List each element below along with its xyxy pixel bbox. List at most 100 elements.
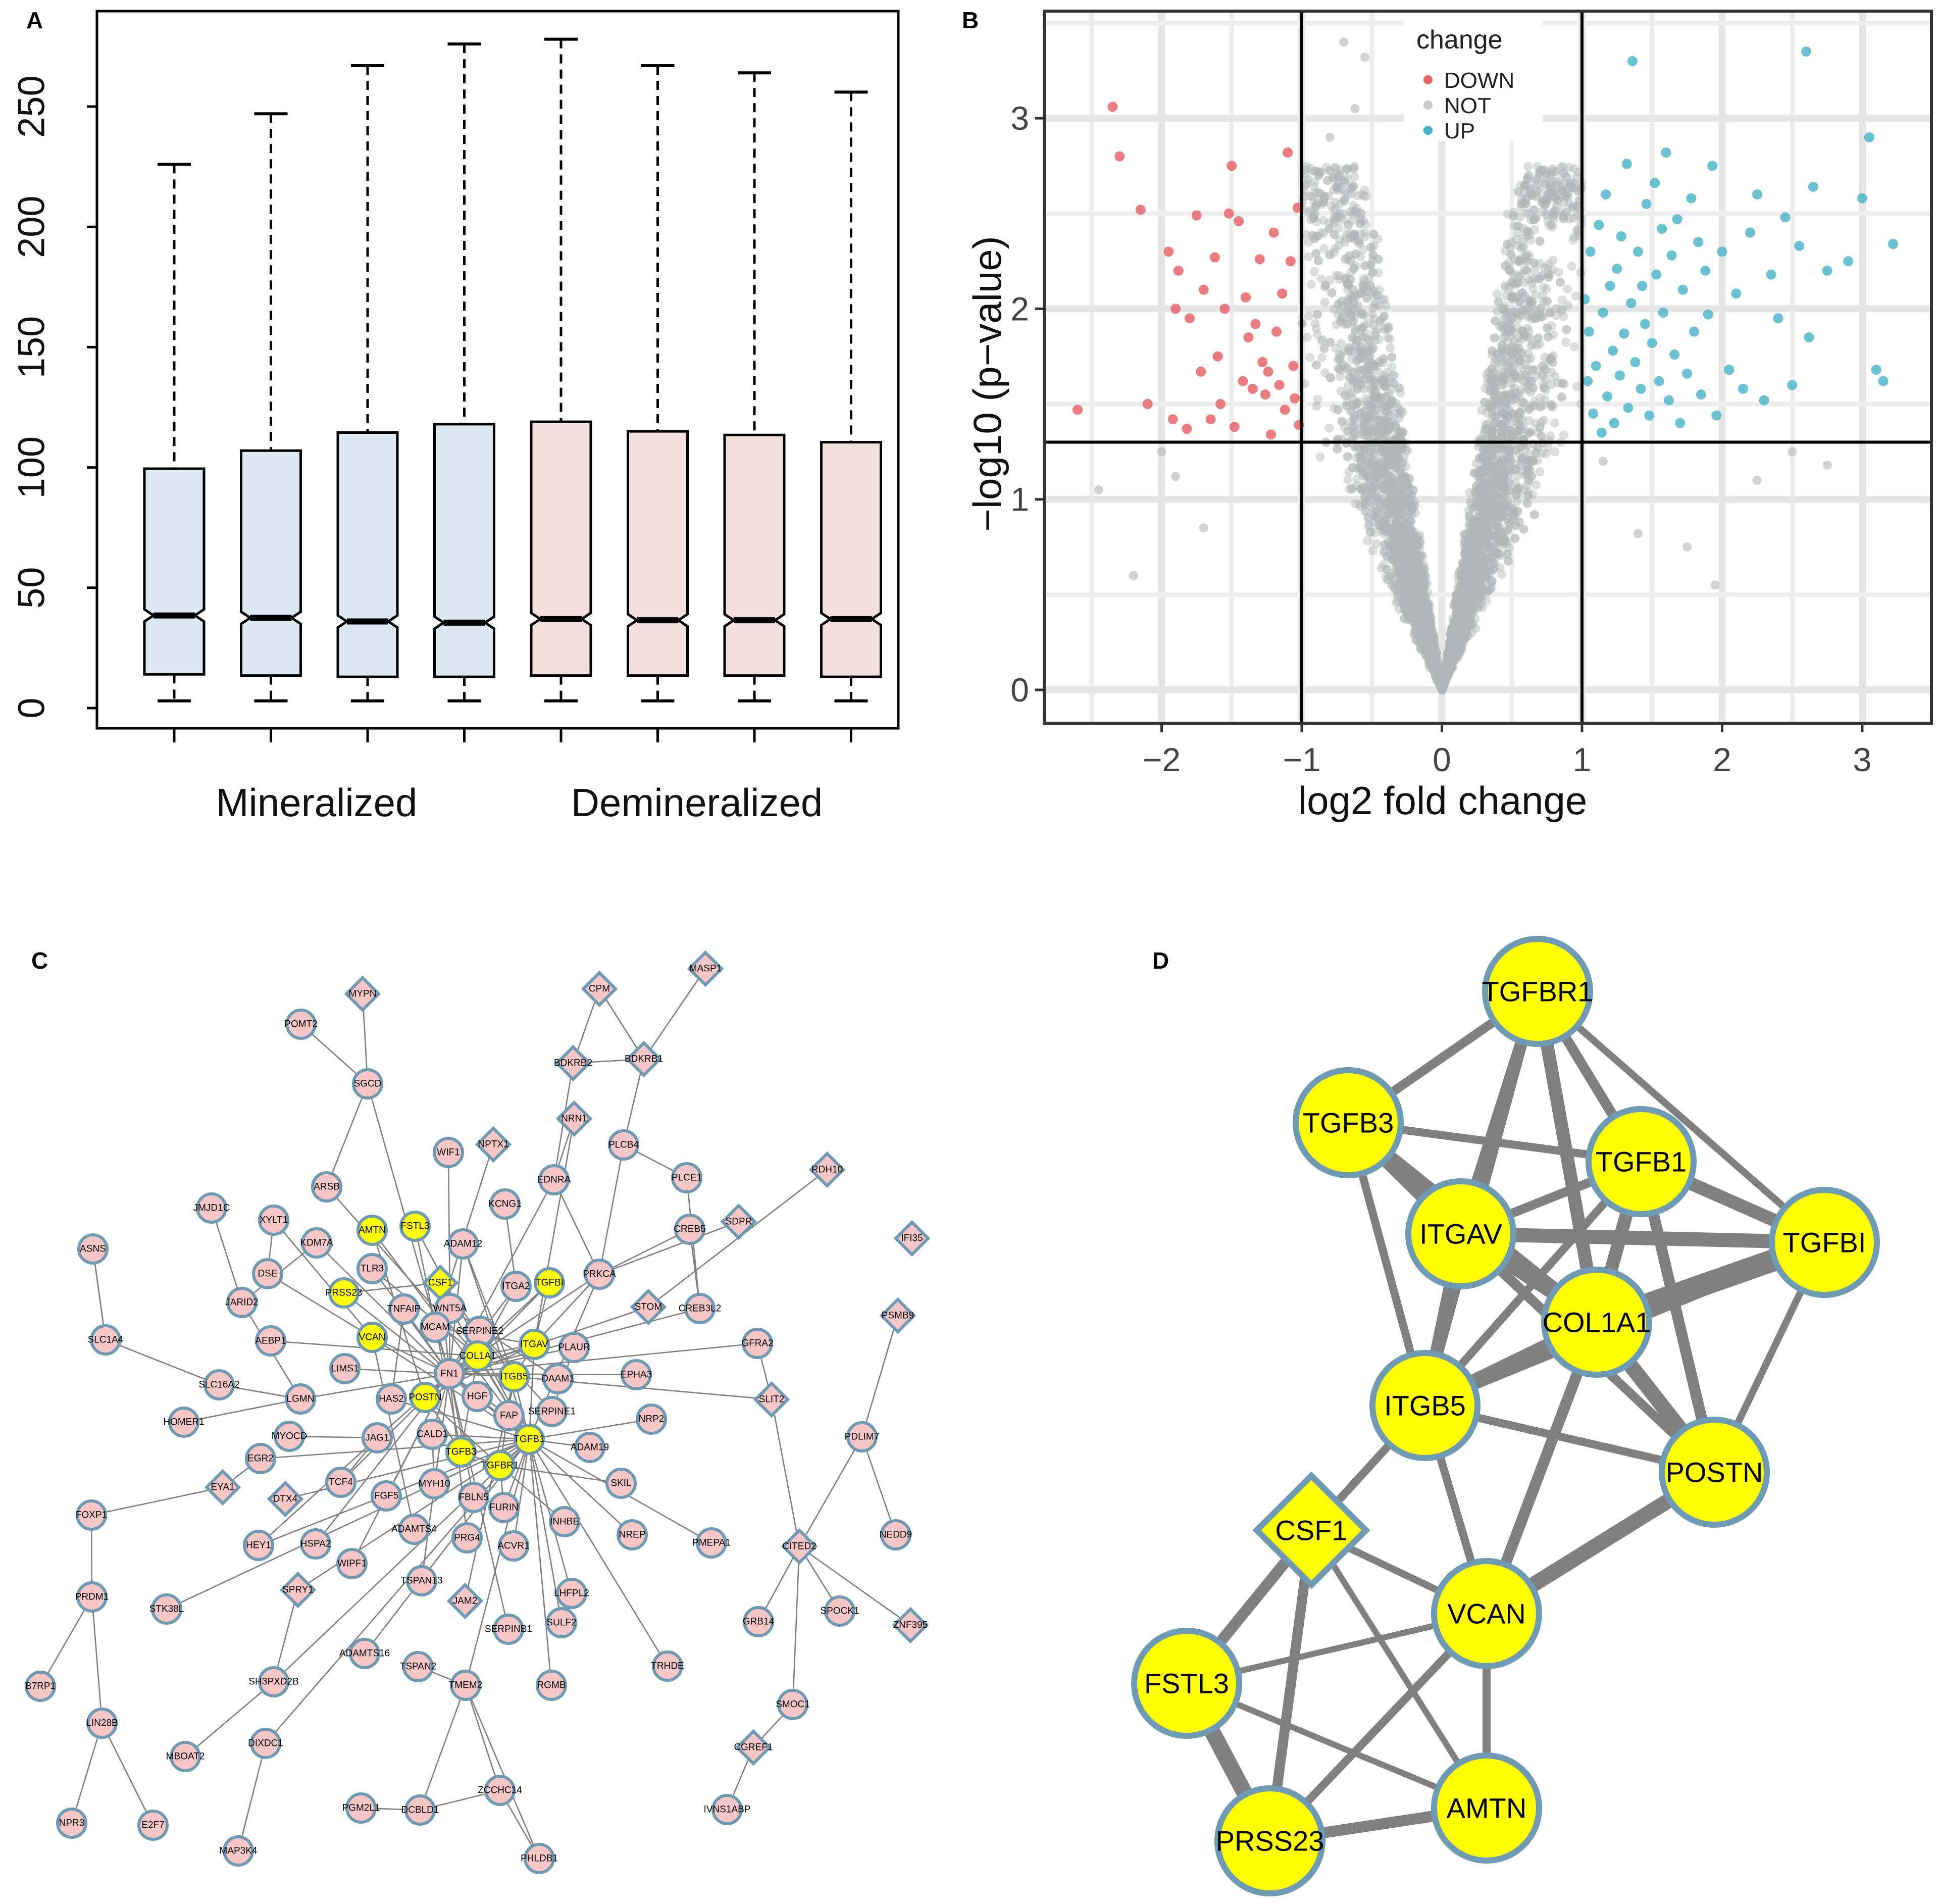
- panel-b-point-not: [1448, 624, 1458, 633]
- panel-b-point-not: [1508, 291, 1517, 301]
- panel-b-point-not: [1420, 609, 1430, 619]
- panel-b-point-not: [1517, 397, 1527, 407]
- panel-b-point-not: [1439, 676, 1449, 686]
- panel-b-point-not: [1415, 589, 1425, 599]
- panel-b-point-not: [1476, 581, 1486, 590]
- panel-b-point-not: [1524, 416, 1534, 425]
- panel-b-point-not: [1381, 415, 1391, 425]
- panel-b-point-not: [1416, 614, 1426, 623]
- panel-b-point-not: [1523, 162, 1533, 171]
- panel-b-point-not: [1523, 332, 1533, 342]
- panel-b-point-not: [1487, 445, 1497, 455]
- panel-b-point-not: [1503, 479, 1512, 488]
- panel-b-point-not: [1546, 179, 1556, 189]
- panel-b-point-not: [1470, 564, 1480, 574]
- panel-b-point-not: [1479, 536, 1489, 546]
- panel-b-point-not: [1313, 330, 1322, 339]
- panel-label-c: C: [31, 947, 48, 974]
- panel-b-point-not: [1503, 495, 1513, 505]
- panel-b-point-not: [1523, 312, 1533, 322]
- panel-b-point-not: [1331, 343, 1341, 353]
- panel-b-point-not: [1352, 339, 1361, 349]
- panel-b-point-not: [1400, 479, 1409, 489]
- panel-b-point-not: [1410, 626, 1420, 636]
- panel-b-point-not: [1406, 527, 1415, 537]
- panel-b-point-not: [1351, 207, 1360, 216]
- panel-b-point-not: [1352, 464, 1362, 473]
- panel-b-point-not: [1513, 338, 1523, 348]
- panel-b-point-not: [1506, 331, 1516, 340]
- panel-b-point-not: [1502, 419, 1511, 429]
- panel-b-point-not: [1423, 643, 1433, 653]
- panel-b-point-not: [1423, 624, 1433, 633]
- panel-b-point-not: [1500, 347, 1510, 357]
- panel-b-point-not: [1462, 569, 1472, 578]
- panel-b-point-not: [1431, 661, 1441, 671]
- panel-b-point-not: [1442, 668, 1451, 678]
- panel-b-point-not: [1465, 565, 1474, 575]
- panel-b-point-not: [1410, 595, 1419, 605]
- panel-b-point-not: [1371, 299, 1381, 309]
- panel-b-point-not: [1418, 628, 1427, 637]
- panel-b-point-not: [1454, 630, 1463, 639]
- panel-b-point-not: [1384, 452, 1394, 461]
- panel-b-point-not: [1543, 216, 1553, 226]
- panel-b-point-not: [1487, 433, 1496, 442]
- panel-b-point-not: [1456, 630, 1465, 640]
- panel-b-point-not: [1524, 380, 1534, 389]
- panel-b-point-not: [1401, 607, 1410, 617]
- panel-b-point-not: [1461, 621, 1471, 631]
- panel-b-point-not: [1393, 554, 1403, 563]
- panel-b-point-not: [1432, 674, 1442, 683]
- panel-b-point-not: [1387, 531, 1397, 541]
- panel-b-point-not: [1489, 382, 1499, 391]
- panel-b-point-not: [1451, 626, 1460, 636]
- panel-b-point-not: [1398, 458, 1407, 468]
- panel-b-point-not: [1419, 636, 1428, 646]
- panel-b-point-not: [1491, 540, 1501, 549]
- panel-b-point-not: [1432, 664, 1442, 673]
- panel-b-point-not: [1362, 413, 1372, 422]
- panel-b-point-not: [1508, 373, 1517, 382]
- panel-b-point-not: [1518, 333, 1528, 343]
- panel-b-point-not: [1392, 519, 1402, 529]
- panel-b-point-not: [1405, 538, 1414, 547]
- panel-b-point-not: [1535, 423, 1545, 432]
- panel-b-point-not: [1400, 544, 1410, 554]
- panel-b-point-not: [1438, 678, 1448, 687]
- panel-b-point-not: [1432, 667, 1441, 676]
- panel-b-point-not: [1436, 681, 1446, 690]
- panel-b-point-not: [1487, 364, 1497, 374]
- panel-b-point-not: [1449, 653, 1458, 663]
- panel-b-point-not: [1435, 679, 1445, 689]
- panel-b-point-not: [1445, 630, 1455, 639]
- panel-b-point-not: [1516, 202, 1526, 212]
- panel-b-point-not: [1477, 512, 1487, 522]
- panel-b-point-not: [1422, 632, 1432, 642]
- panel-b-point-not: [1502, 322, 1511, 332]
- panel-b-point-not: [1319, 228, 1329, 238]
- panel-b-point-not: [1467, 571, 1477, 581]
- panel-b-point-not: [1472, 543, 1482, 553]
- panel-b-point-not: [1420, 645, 1430, 655]
- panel-a-y-tick-label: 50: [11, 567, 53, 609]
- panel-b-point-not: [1405, 557, 1414, 567]
- panel-b-point-not: [1458, 582, 1468, 591]
- panel-b-point-not: [1333, 183, 1342, 192]
- panel-b-point-not: [1369, 447, 1379, 457]
- panel-b-point-not: [1372, 431, 1382, 440]
- panel-b-point-not: [1347, 180, 1357, 190]
- panel-b-point-not: [1404, 591, 1413, 601]
- panel-b-point-not: [1346, 207, 1355, 217]
- panel-b-point-not: [1425, 657, 1435, 667]
- panel-b-point-not: [1394, 453, 1404, 462]
- panel-b-point-not: [1421, 599, 1431, 609]
- panel-b-point-not: [1415, 565, 1424, 575]
- panel-b-point-not: [1428, 665, 1438, 674]
- panel-b-point-not: [1359, 347, 1368, 357]
- panel-b-point-not: [1445, 649, 1455, 659]
- panel-b-point-not: [1504, 265, 1514, 275]
- panel-b-point-not: [1407, 501, 1416, 511]
- panel-b-point-not: [1416, 604, 1425, 614]
- panel-b-point-not: [1520, 291, 1530, 300]
